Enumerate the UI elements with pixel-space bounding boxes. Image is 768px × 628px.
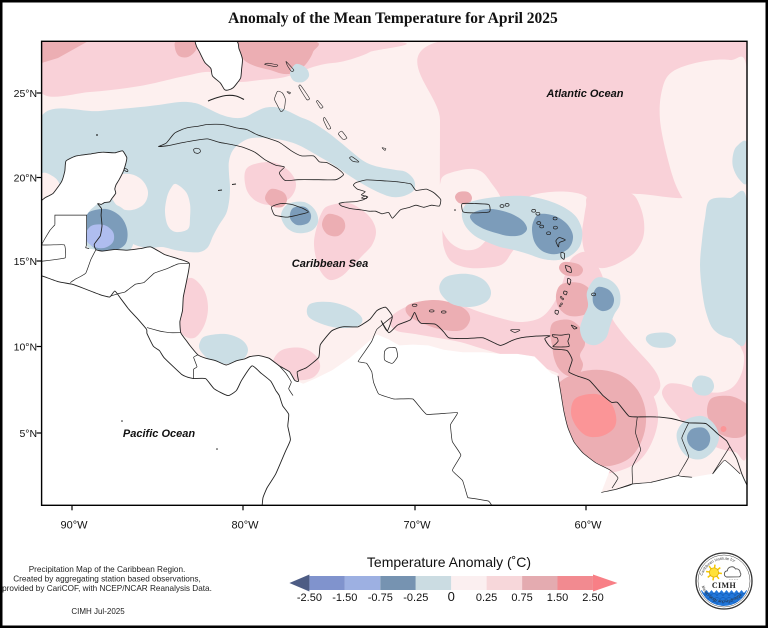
- svg-text:Precipitation Map of the Carib: Precipitation Map of the Caribbean Regio…: [29, 565, 186, 574]
- svg-text:CIMH Jul-2025: CIMH Jul-2025: [71, 607, 125, 616]
- svg-text:10°N: 10°N: [14, 342, 37, 354]
- svg-text:-0.25: -0.25: [403, 592, 428, 604]
- svg-text:60°W: 60°W: [574, 519, 602, 531]
- svg-text:2.50: 2.50: [582, 592, 603, 604]
- svg-text:Atlantic Ocean: Atlantic Ocean: [545, 88, 623, 100]
- svg-text:25°N: 25°N: [14, 88, 37, 100]
- svg-text:Created by aggregating station: Created by aggregating station based obs…: [13, 575, 201, 584]
- svg-text:90°W: 90°W: [60, 519, 88, 531]
- svg-text:0.25: 0.25: [476, 592, 497, 604]
- svg-text:CIMH: CIMH: [712, 581, 737, 590]
- svg-text:provided by CariCOF, with NCEP: provided by CariCOF, with NCEP/NCAR Rean…: [2, 584, 212, 593]
- svg-text:0: 0: [448, 589, 455, 604]
- svg-text:1.50: 1.50: [547, 592, 568, 604]
- svg-text:Pacific Ocean: Pacific Ocean: [123, 428, 195, 440]
- svg-text:0.75: 0.75: [511, 592, 532, 604]
- svg-text:-0.75: -0.75: [368, 592, 393, 604]
- svg-text:-2.50: -2.50: [297, 592, 322, 604]
- svg-text:15°N: 15°N: [14, 256, 37, 268]
- svg-text:70°W: 70°W: [403, 519, 431, 531]
- svg-text:Anomaly of the Mean Temperatur: Anomaly of the Mean Temperature for Apri…: [228, 10, 558, 27]
- svg-text:-1.50: -1.50: [332, 592, 357, 604]
- svg-text:20°N: 20°N: [14, 173, 37, 185]
- svg-text:Caribbean Sea: Caribbean Sea: [292, 258, 368, 270]
- svg-text:Temperature Anomaly (˚C): Temperature Anomaly (˚C): [367, 554, 531, 570]
- svg-text:5°N: 5°N: [19, 428, 37, 440]
- svg-text:80°W: 80°W: [231, 519, 259, 531]
